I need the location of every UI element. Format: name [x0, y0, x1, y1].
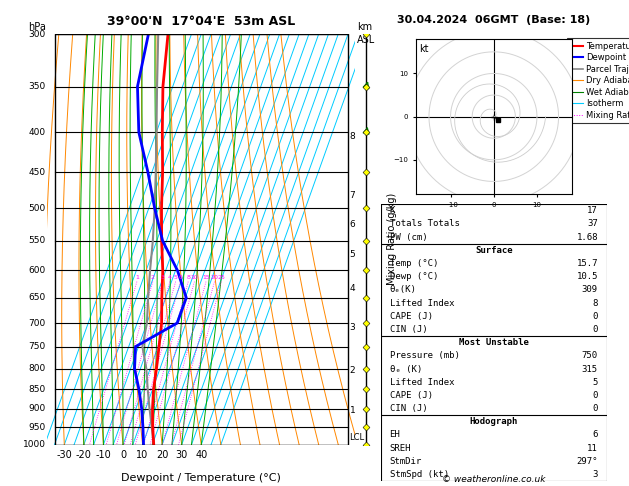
Text: 400: 400 — [28, 128, 46, 137]
Text: 600: 600 — [28, 266, 46, 275]
Text: 800: 800 — [28, 364, 46, 373]
Text: CIN (J): CIN (J) — [389, 404, 427, 413]
Text: 15.7: 15.7 — [576, 259, 598, 268]
Text: kt: kt — [419, 44, 428, 53]
Text: 300: 300 — [28, 30, 46, 38]
Text: 8: 8 — [186, 275, 190, 279]
Text: 6: 6 — [593, 431, 598, 439]
Text: 650: 650 — [28, 293, 46, 302]
Text: CAPE (J): CAPE (J) — [389, 391, 433, 400]
Text: 350: 350 — [28, 82, 46, 91]
Text: 40: 40 — [195, 450, 208, 460]
Text: 3: 3 — [160, 275, 165, 279]
Text: 309: 309 — [582, 285, 598, 295]
Text: 10: 10 — [136, 450, 148, 460]
Text: 750: 750 — [28, 342, 46, 351]
Text: 1: 1 — [135, 275, 139, 279]
Text: hPa: hPa — [28, 22, 46, 32]
Text: θₑ (K): θₑ (K) — [389, 364, 422, 374]
Text: 7: 7 — [350, 191, 355, 200]
Legend: Temperature, Dewpoint, Parcel Trajectory, Dry Adiabat, Wet Adiabat, Isotherm, Mi: Temperature, Dewpoint, Parcel Trajectory… — [567, 38, 629, 123]
Text: 550: 550 — [28, 236, 46, 245]
Text: 39°00'N  17°04'E  53m ASL: 39°00'N 17°04'E 53m ASL — [107, 15, 296, 28]
Text: 0: 0 — [593, 312, 598, 321]
Text: Lifted Index: Lifted Index — [389, 378, 454, 387]
Text: StmDir: StmDir — [389, 457, 422, 466]
Text: LCL: LCL — [350, 434, 365, 442]
Text: Most Unstable: Most Unstable — [459, 338, 529, 347]
Text: 0: 0 — [593, 391, 598, 400]
Text: 2: 2 — [350, 366, 355, 375]
Text: 0: 0 — [120, 450, 126, 460]
Text: Totals Totals: Totals Totals — [389, 219, 459, 228]
Text: Dewp (°C): Dewp (°C) — [389, 272, 438, 281]
Text: 8: 8 — [350, 132, 355, 141]
Text: 0: 0 — [593, 404, 598, 413]
Text: 1.68: 1.68 — [576, 233, 598, 242]
Text: Mixing Ratio (g/kg): Mixing Ratio (g/kg) — [387, 193, 398, 285]
Text: 450: 450 — [28, 168, 46, 177]
Text: Hodograph: Hodograph — [470, 417, 518, 426]
Text: 500: 500 — [28, 204, 46, 213]
Text: θₑ(K): θₑ(K) — [389, 285, 416, 295]
Text: 950: 950 — [28, 423, 46, 432]
Text: K: K — [389, 206, 395, 215]
Text: 6: 6 — [179, 275, 182, 279]
Text: Pressure (mb): Pressure (mb) — [389, 351, 459, 360]
Text: Lifted Index: Lifted Index — [389, 298, 454, 308]
Text: 20: 20 — [156, 450, 169, 460]
Text: SREH: SREH — [389, 444, 411, 452]
Text: -10: -10 — [96, 450, 111, 460]
Text: 8: 8 — [593, 298, 598, 308]
Text: 3: 3 — [350, 323, 355, 332]
Text: ASL: ASL — [357, 35, 375, 45]
Text: km: km — [357, 22, 372, 32]
Text: © weatheronline.co.uk: © weatheronline.co.uk — [442, 474, 545, 484]
Text: 30: 30 — [175, 450, 188, 460]
Text: 6: 6 — [350, 221, 355, 229]
Text: 30.04.2024  06GMT  (Base: 18): 30.04.2024 06GMT (Base: 18) — [397, 15, 591, 25]
Text: 15: 15 — [202, 275, 210, 279]
Text: 17: 17 — [587, 206, 598, 215]
Text: 3: 3 — [593, 470, 598, 479]
Text: 10: 10 — [191, 275, 198, 279]
Text: 850: 850 — [28, 385, 46, 394]
Text: 11: 11 — [587, 444, 598, 452]
Text: 4: 4 — [350, 284, 355, 293]
Text: 750: 750 — [582, 351, 598, 360]
Text: 10.5: 10.5 — [576, 272, 598, 281]
Text: 37: 37 — [587, 219, 598, 228]
Text: 5: 5 — [174, 275, 177, 279]
Text: 297°: 297° — [576, 457, 598, 466]
Text: CIN (J): CIN (J) — [389, 325, 427, 334]
Text: -20: -20 — [76, 450, 92, 460]
Text: 700: 700 — [28, 318, 46, 328]
Text: 25: 25 — [217, 275, 225, 279]
Text: 315: 315 — [582, 364, 598, 374]
Text: -30: -30 — [57, 450, 72, 460]
Text: 20: 20 — [211, 275, 218, 279]
Text: StmSpd (kt): StmSpd (kt) — [389, 470, 448, 479]
Text: 5: 5 — [593, 378, 598, 387]
Text: 2: 2 — [151, 275, 155, 279]
Text: 900: 900 — [28, 404, 46, 413]
Text: PW (cm): PW (cm) — [389, 233, 427, 242]
Text: CAPE (J): CAPE (J) — [389, 312, 433, 321]
Text: Surface: Surface — [475, 246, 513, 255]
Text: Temp (°C): Temp (°C) — [389, 259, 438, 268]
Text: 1: 1 — [350, 406, 355, 415]
Text: 5: 5 — [350, 250, 355, 259]
Text: 1000: 1000 — [23, 440, 46, 449]
Text: 4: 4 — [168, 275, 172, 279]
Text: 0: 0 — [593, 325, 598, 334]
Text: EH: EH — [389, 431, 400, 439]
Text: Dewpoint / Temperature (°C): Dewpoint / Temperature (°C) — [121, 473, 281, 484]
